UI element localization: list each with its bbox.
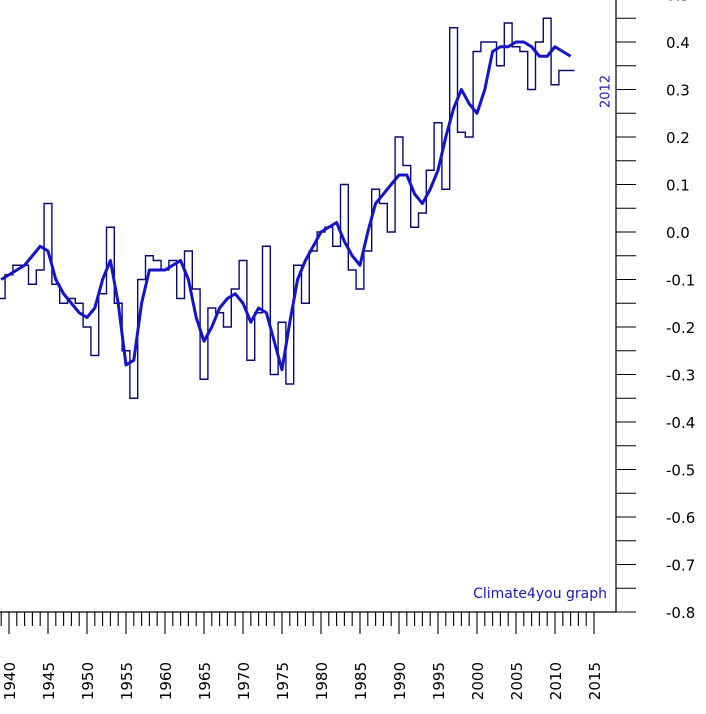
x-tick-label: 2005 — [508, 662, 526, 700]
last-year-annotation: 2012 — [599, 75, 614, 108]
x-tick-label: 1940 — [1, 662, 19, 700]
y-tick-label: -0.4 — [666, 414, 695, 432]
x-tick-label: 2010 — [547, 662, 565, 700]
x-tick-label: 1950 — [79, 662, 97, 700]
y-tick-label: -0.6 — [666, 509, 695, 527]
y-tick-label: -0.7 — [666, 557, 695, 575]
x-tick-label: 1965 — [196, 662, 214, 700]
y-tick-label: 0.0 — [666, 224, 690, 242]
x-tick-label: 1995 — [430, 662, 448, 700]
x-tick-label: 1980 — [313, 662, 331, 700]
y-tick-label: 0.1 — [666, 177, 690, 195]
x-tick-label: 1990 — [391, 662, 409, 700]
x-tick-label: 1985 — [352, 662, 370, 700]
running-mean-line — [0, 40, 572, 372]
y-tick-label: -0.5 — [666, 462, 695, 480]
y-axis-ticks: 0.4 0.3 0.2 0.1 0.0 -0.1 -0.2 -0.3 -0.4 -0.5 -0.6 -… — [616, 0, 695, 622]
y-tick-label: -0.8 — [666, 604, 695, 622]
x-tick-label: 1975 — [274, 662, 292, 700]
annual-values-step-line — [0, 17, 575, 399]
x-tick-label: 1970 — [235, 662, 253, 700]
x-tick-label: 1945 — [40, 662, 58, 700]
y-tick-label: -0.1 — [666, 272, 695, 290]
series-layer — [0, 17, 575, 399]
x-tick-label: 1960 — [157, 662, 175, 700]
y-tick-label: 0.3 — [666, 82, 690, 100]
x-tick-label: 2015 — [586, 662, 604, 700]
y-tick-label: 0.5 — [666, 0, 690, 5]
x-tick-label: 1955 — [118, 662, 136, 700]
y-tick-label: 0.2 — [666, 129, 690, 147]
credit-annotation: Climate4you graph — [473, 586, 607, 602]
y-tick-label: 0.4 — [666, 34, 690, 52]
y-tick-label: -0.2 — [666, 319, 695, 337]
x-tick-label: 2000 — [469, 662, 487, 700]
y-tick-label: -0.3 — [666, 367, 695, 385]
x-axis-ticks: 1940 1945 1950 1955 1960 1965 1970 1975 1980 1985… — [0, 612, 604, 700]
